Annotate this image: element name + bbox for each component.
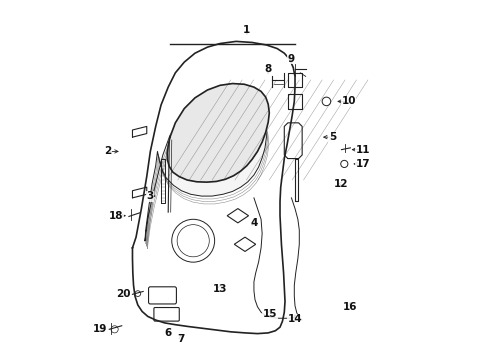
Text: 7: 7 [177,334,184,344]
Text: 13: 13 [213,284,227,294]
Text: 3: 3 [147,191,154,201]
Text: 8: 8 [265,64,272,74]
Text: 16: 16 [343,302,358,312]
Text: 10: 10 [342,96,356,107]
Text: 17: 17 [356,159,370,169]
Text: 19: 19 [93,324,107,334]
Text: 12: 12 [334,179,349,189]
Text: 20: 20 [116,289,131,299]
Polygon shape [167,84,270,182]
Text: 18: 18 [109,211,123,221]
Text: 9: 9 [288,54,295,64]
Text: 4: 4 [250,218,258,228]
Text: 15: 15 [263,309,277,319]
Polygon shape [145,98,267,241]
Text: 14: 14 [288,314,302,324]
Text: 2: 2 [104,147,111,157]
Text: 5: 5 [329,132,336,142]
Polygon shape [132,41,295,334]
Text: 11: 11 [356,145,370,155]
Text: 1: 1 [243,25,250,35]
Text: 6: 6 [165,328,172,338]
